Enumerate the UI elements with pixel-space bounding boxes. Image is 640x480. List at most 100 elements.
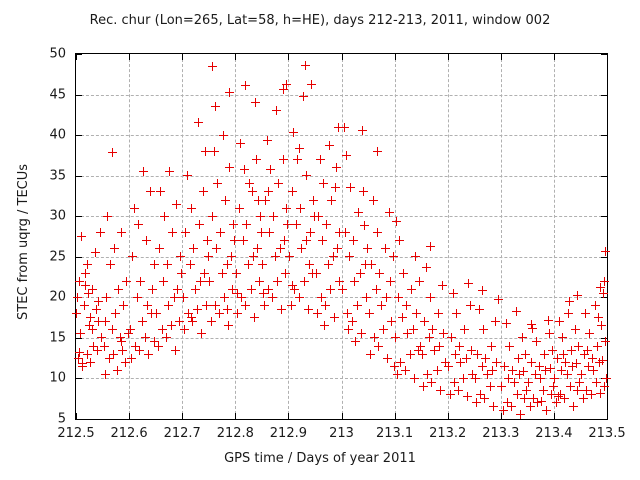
data-point-marker — [215, 227, 225, 237]
data-point-marker — [77, 359, 87, 369]
gridline-horizontal — [76, 297, 607, 299]
data-point-marker — [76, 329, 86, 339]
data-point-marker — [468, 369, 478, 379]
x-tick-mark — [76, 54, 77, 60]
data-point-marker — [302, 236, 312, 246]
data-point-marker — [351, 337, 361, 347]
data-point-marker — [445, 390, 455, 400]
data-point-marker — [244, 260, 254, 270]
data-point-marker — [237, 292, 247, 302]
gridline-horizontal — [76, 337, 607, 339]
x-tick-label: 212.6 — [110, 426, 148, 441]
data-point-marker — [275, 244, 285, 254]
data-point-marker — [372, 227, 382, 237]
data-point-marker — [423, 369, 433, 379]
data-point-marker — [152, 309, 162, 319]
data-point-marker — [267, 292, 277, 302]
x-tick-label: 213.3 — [482, 426, 520, 441]
y-tick-mark — [601, 297, 607, 299]
data-point-marker — [218, 130, 228, 140]
data-point-marker — [480, 394, 490, 404]
data-point-marker — [492, 357, 502, 367]
data-point-marker — [274, 179, 284, 189]
data-point-marker — [167, 321, 177, 331]
data-point-marker — [123, 329, 133, 339]
data-point-marker — [255, 211, 265, 221]
data-point-marker — [561, 357, 571, 367]
data-point-marker — [157, 325, 167, 335]
data-point-marker — [536, 373, 546, 383]
data-point-marker — [264, 187, 274, 197]
data-point-marker — [530, 369, 540, 379]
data-point-marker — [400, 365, 410, 375]
y-tick-label: 50 — [49, 46, 66, 62]
data-point-marker — [569, 402, 579, 412]
data-point-marker — [369, 333, 379, 343]
gridline-vertical — [500, 54, 502, 419]
data-point-marker — [512, 306, 522, 316]
data-point-marker — [596, 283, 606, 293]
data-point-marker — [225, 87, 235, 97]
y-tick-mark — [76, 175, 82, 177]
gridline-vertical — [182, 54, 184, 419]
data-point-marker — [406, 349, 416, 359]
data-point-marker — [283, 219, 293, 229]
data-point-marker — [228, 284, 238, 294]
data-point-marker — [537, 396, 547, 406]
data-point-marker — [241, 300, 251, 310]
data-point-marker — [401, 300, 411, 310]
data-point-marker — [322, 219, 332, 229]
data-point-marker — [200, 268, 209, 278]
data-point-marker — [419, 382, 429, 392]
data-point-marker — [590, 300, 600, 310]
x-tick-mark — [447, 413, 449, 419]
data-point-marker — [552, 398, 562, 408]
data-point-marker — [384, 207, 394, 217]
data-point-marker — [550, 373, 560, 383]
data-point-marker — [301, 171, 311, 181]
data-point-marker — [306, 227, 316, 237]
data-point-marker — [207, 61, 217, 71]
data-point-marker — [120, 357, 130, 367]
data-point-marker — [472, 398, 482, 408]
data-point-marker — [374, 341, 384, 351]
data-point-marker — [103, 211, 113, 221]
data-point-marker — [292, 154, 302, 164]
data-point-marker — [595, 388, 605, 398]
data-point-marker — [286, 300, 296, 310]
data-point-marker — [586, 390, 596, 400]
data-point-marker — [82, 349, 92, 359]
data-point-marker — [186, 203, 196, 213]
data-point-marker — [486, 341, 496, 351]
y-tick-mark — [76, 54, 82, 55]
data-point-marker — [497, 382, 507, 392]
data-point-marker — [331, 163, 341, 173]
data-point-marker — [125, 325, 135, 335]
data-point-marker — [436, 386, 446, 396]
data-point-marker — [145, 187, 155, 197]
data-point-marker — [83, 288, 93, 298]
data-point-marker — [594, 357, 604, 367]
data-point-marker — [118, 345, 128, 355]
data-point-marker — [413, 345, 423, 355]
data-point-marker — [320, 321, 329, 331]
data-point-marker — [415, 276, 425, 286]
data-point-marker — [325, 141, 335, 151]
gridline-horizontal — [76, 94, 607, 96]
data-point-marker — [338, 284, 348, 294]
data-point-marker — [528, 323, 538, 333]
data-point-marker — [189, 244, 199, 254]
data-point-marker — [375, 268, 385, 278]
y-tick-mark — [76, 216, 82, 218]
data-point-marker — [254, 195, 264, 205]
data-point-marker — [387, 317, 397, 327]
data-point-marker — [217, 268, 227, 278]
data-point-marker — [104, 353, 114, 363]
x-tick-label: 213.4 — [535, 426, 573, 441]
data-point-marker — [102, 292, 112, 302]
data-point-marker — [558, 333, 568, 343]
data-point-marker — [518, 367, 528, 377]
x-tick-label: 213 — [329, 426, 354, 441]
data-point-marker — [222, 260, 232, 270]
data-point-marker — [417, 349, 427, 359]
